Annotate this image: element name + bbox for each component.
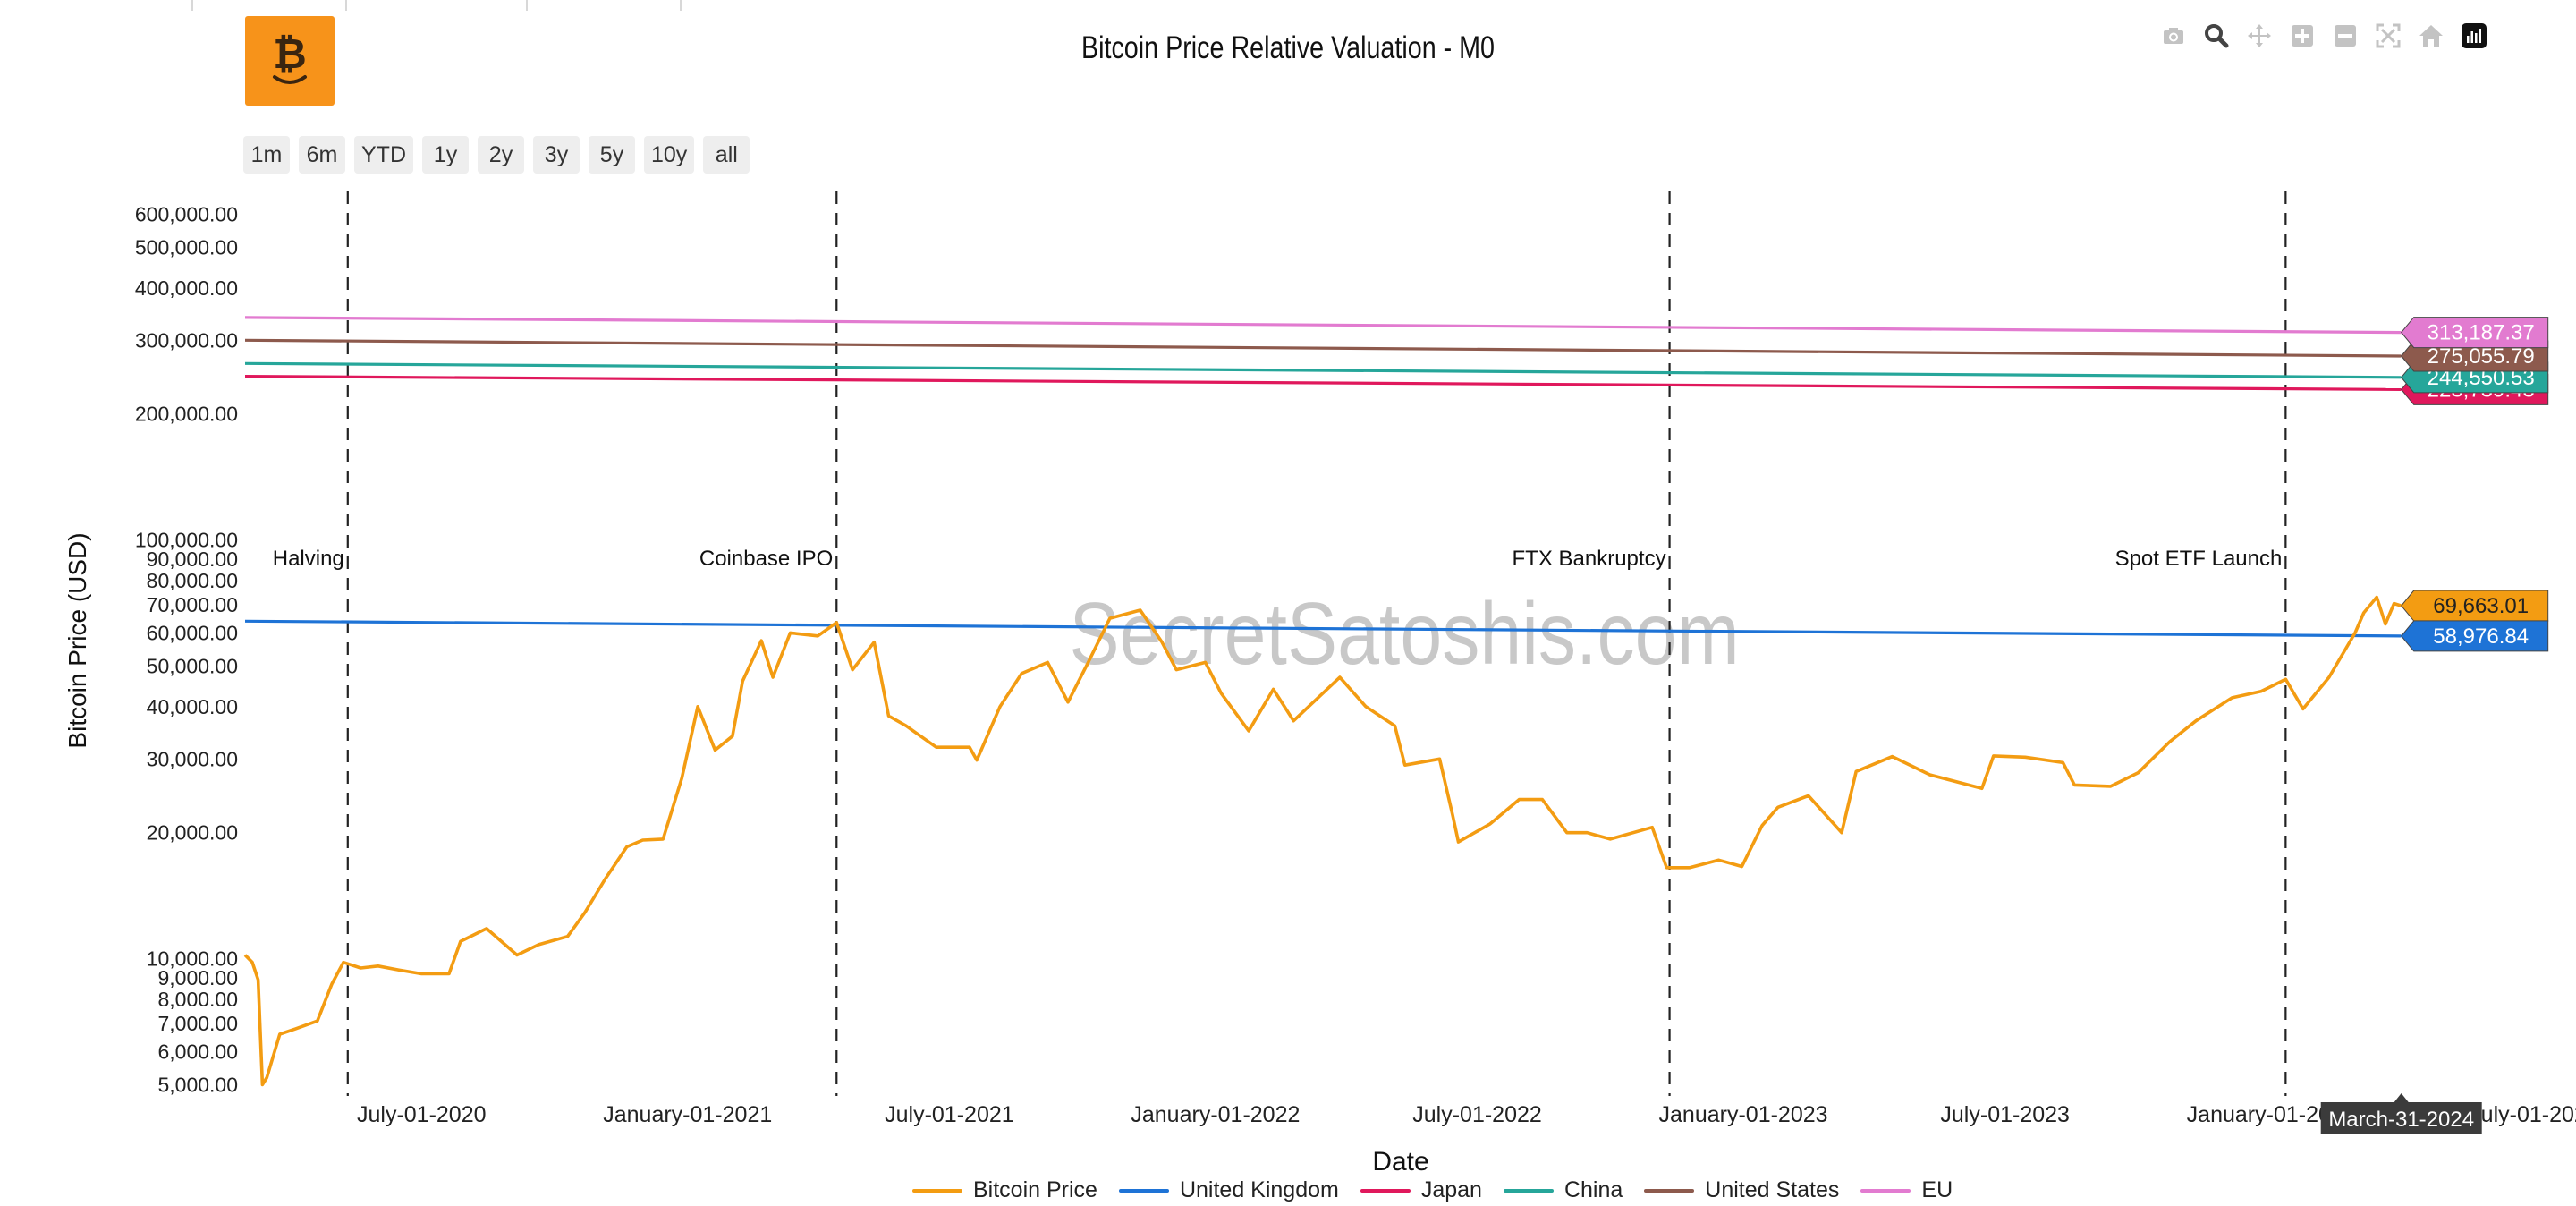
y-tick-label: 5,000.00 (157, 1073, 238, 1096)
range-button-1y[interactable]: 1y (422, 136, 469, 174)
range-button-3y[interactable]: 3y (533, 136, 580, 174)
series-line-united-kingdom (244, 619, 2402, 638)
y-tick-label: 400,000.00 (135, 276, 238, 300)
y-tick-label: 500,000.00 (135, 235, 238, 259)
y-tick-label: 40,000.00 (147, 695, 238, 718)
y-tick-label: 7,000.00 (157, 1012, 238, 1035)
legend-swatch (1644, 1188, 1695, 1193)
y-tick-label: 8,000.00 (157, 988, 238, 1011)
y-axis-title: Bitcoin Price (USD) (64, 532, 91, 748)
y-tick-label: 600,000.00 (135, 202, 238, 225)
range-button-all[interactable]: all (703, 136, 750, 174)
series-line-bitcoin-price (243, 595, 2402, 1087)
hover-value-box (2401, 620, 2549, 652)
legend-label: EU (1921, 1177, 1953, 1202)
y-tick-label: 300,000.00 (135, 328, 238, 352)
y-tick-label: 10,000.00 (147, 947, 238, 971)
range-button-6m[interactable]: 6m (299, 136, 345, 174)
event-label: FTX Bankruptcy (1513, 547, 1666, 571)
range-button-1m[interactable]: 1m (243, 136, 290, 174)
legend-label: Japan (1420, 1177, 1482, 1202)
chart-legend: Bitcoin Price United Kingdom Japan China… (912, 1177, 1953, 1203)
pan-icon[interactable] (2241, 18, 2277, 54)
hover-value-label: 69,663.01 (2433, 594, 2529, 618)
home-icon[interactable] (2413, 18, 2449, 54)
hover-value-label: 313,187.37 (2428, 321, 2535, 345)
series-line-united-states (244, 338, 2402, 358)
hover-value-box (2401, 590, 2549, 622)
legend-swatch (1118, 1188, 1169, 1193)
range-button-2y[interactable]: 2y (478, 136, 524, 174)
hover-value-box (2401, 317, 2549, 349)
event-label: Coinbase IPO (699, 547, 833, 571)
y-tick-label: 70,000.00 (147, 593, 238, 616)
event-label: Spot ETF Launch (2115, 547, 2283, 571)
camera-icon[interactable] (2156, 18, 2191, 54)
series-line-china (244, 361, 2402, 379)
y-tick-label: 80,000.00 (147, 569, 238, 592)
event-label: Halving (273, 547, 344, 571)
legend-swatch (1360, 1188, 1411, 1193)
autoscale-icon[interactable] (2370, 18, 2406, 54)
top-tab-stub[interactable] (193, 0, 347, 11)
hover-value-label: 58,976.84 (2433, 624, 2529, 649)
x-tick-label: January-01-2022 (1131, 1102, 1300, 1127)
legend-item-eu[interactable]: EU (1860, 1177, 1953, 1203)
zoom-icon[interactable] (2199, 18, 2234, 54)
x-tick-label: July-01-2021 (885, 1102, 1014, 1127)
y-tick-label: 20,000.00 (147, 821, 238, 845)
watermark: SecretSatoshis.com (1069, 585, 1739, 683)
legend-item-china[interactable]: China (1503, 1177, 1623, 1203)
bitcoin-logo-icon: ₿ (245, 16, 335, 106)
y-tick-label: 30,000.00 (147, 747, 238, 770)
chart-title: Bitcoin Price Relative Valuation - M0 (1080, 30, 1496, 65)
legend-swatch (1860, 1188, 1911, 1193)
top-tab-strip (0, 0, 2576, 11)
x-tick-label: July-01-2024 (2470, 1102, 2576, 1127)
y-tick-label: 50,000.00 (147, 654, 238, 677)
hover-date-label: March-31-2024 (2328, 1108, 2474, 1132)
y-tick-label: 90,000.00 (147, 548, 238, 571)
x-axis-title: Date (1372, 1147, 1428, 1176)
hover-value-label: 275,055.79 (2428, 344, 2535, 369)
range-button-10y[interactable]: 10y (644, 136, 695, 174)
top-tab-stub[interactable] (0, 0, 193, 11)
legend-item-united-kingdom[interactable]: United Kingdom (1118, 1177, 1339, 1203)
x-tick-label: January-01-2021 (603, 1102, 772, 1127)
range-selector: 1m 6m YTD 1y 2y 3y 5y 10y all (243, 136, 750, 174)
top-tab-stub[interactable] (528, 0, 682, 11)
zoom-out-icon[interactable] (2327, 18, 2363, 54)
series-line-japan (244, 375, 2402, 391)
series-line-eu (244, 316, 2402, 335)
legend-item-bitcoin-price[interactable]: Bitcoin Price (912, 1177, 1097, 1203)
x-tick-label: January-01-2023 (1659, 1102, 1828, 1127)
svg-text:₿: ₿ (273, 30, 307, 78)
range-button-ytd[interactable]: YTD (354, 136, 413, 174)
y-tick-label: 6,000.00 (157, 1040, 238, 1063)
x-tick-label: July-01-2020 (357, 1102, 487, 1127)
y-tick-label: 60,000.00 (147, 621, 238, 644)
legend-label: United Kingdom (1179, 1177, 1339, 1202)
legend-label: Bitcoin Price (973, 1177, 1097, 1202)
hover-date-box (2320, 1093, 2482, 1134)
legend-swatch (912, 1188, 962, 1193)
legend-swatch (1503, 1188, 1554, 1193)
legend-label: United States (1705, 1177, 1840, 1202)
y-tick-label: 200,000.00 (135, 403, 238, 426)
x-tick-label: July-01-2022 (1412, 1102, 1542, 1127)
zoom-in-icon[interactable] (2284, 18, 2320, 54)
y-tick-label: 9,000.00 (157, 966, 238, 989)
range-button-5y[interactable]: 5y (589, 136, 635, 174)
legend-label: China (1563, 1177, 1623, 1202)
legend-item-united-states[interactable]: United States (1644, 1177, 1839, 1203)
plotly-logo-icon[interactable] (2456, 18, 2492, 54)
x-tick-label: July-01-2023 (1940, 1102, 2070, 1127)
y-tick-label: 100,000.00 (135, 529, 238, 552)
legend-item-japan[interactable]: Japan (1360, 1177, 1482, 1203)
plot-modebar (2156, 18, 2492, 54)
top-tab-stub[interactable] (347, 0, 528, 11)
